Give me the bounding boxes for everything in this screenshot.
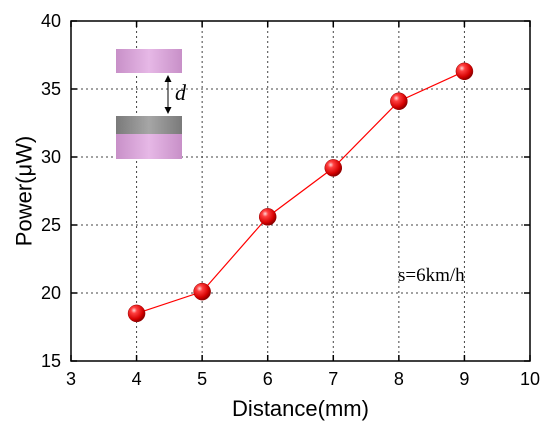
series-line [136, 70, 465, 314]
tick-labels: 3 4 5 6 7 8 9 10 15 20 25 30 35 40 [41, 11, 540, 389]
x-tick-label: 4 [132, 369, 142, 389]
x-tick-label: 10 [520, 369, 540, 389]
x-axis-title: Distance(mm) [232, 396, 369, 421]
data-point [324, 159, 343, 177]
data-point [455, 62, 474, 81]
y-tick-label: 20 [41, 283, 61, 303]
y-tick-label: 15 [41, 351, 61, 371]
top-plate [116, 49, 182, 73]
x-tick-label: 7 [328, 369, 338, 389]
x-tick-label: 9 [459, 369, 469, 389]
data-point [193, 282, 211, 301]
y-tick-label: 30 [41, 147, 61, 167]
x-tick-label: 8 [394, 369, 404, 389]
data-point [390, 92, 408, 110]
data-series [127, 62, 474, 323]
data-point [127, 304, 146, 323]
y-tick-label: 40 [41, 11, 61, 31]
gap-label: d [175, 80, 187, 105]
speed-annotation: s=6km/h [398, 265, 465, 286]
x-tick-label: 5 [197, 369, 207, 389]
plot-area-frame [70, 20, 531, 362]
gap-arrow-head-bottom [164, 107, 172, 114]
two-plates-gap-icon: d [116, 49, 187, 159]
axis-ticks [70, 20, 531, 362]
y-tick-label: 35 [41, 79, 61, 99]
x-tick-label: 6 [263, 369, 273, 389]
x-tick-label: 3 [66, 369, 76, 389]
gap-arrow-head-top [164, 75, 172, 82]
data-point [258, 208, 277, 226]
y-axis-title: Power(μW) [12, 136, 37, 246]
bottom-plate-gray-layer [116, 116, 182, 134]
y-tick-label: 25 [41, 215, 61, 235]
bottom-plate-base [116, 134, 182, 159]
